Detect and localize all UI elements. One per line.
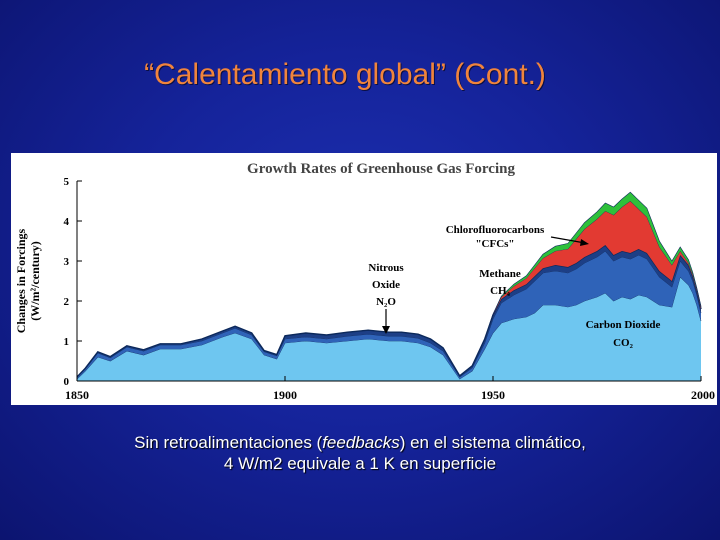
annotation-cfc-arrowhead: [580, 239, 589, 246]
y-tick-label: 0: [64, 376, 70, 388]
y-axis-label-line1: Changes in Forcings: [14, 228, 28, 333]
forcing-chart: Growth Rates of Greenhouse Gas Forcing 0…: [14, 161, 716, 402]
annotation-co2-line1: Carbon Dioxide: [586, 319, 661, 331]
caption-line-2: 4 W/m2 equivale a 1 K en superficie: [223, 454, 497, 473]
y-tick-label: 3: [64, 256, 70, 268]
slide-caption: Sin retroalimentaciones (feedbacks) en e…: [0, 432, 720, 474]
chart-panel: Growth Rates of Greenhouse Gas Forcing 0…: [11, 153, 717, 405]
caption-line-1-post: ) en el sistema climático,: [399, 433, 586, 452]
annotation-n2o-line2: Oxide: [372, 279, 400, 291]
annotation-co2: Carbon Dioxide CO₂: [586, 319, 661, 349]
area-ch4: [77, 251, 701, 379]
y-axis-label: Changes in Forcings (W/m²/century): [14, 228, 42, 333]
caption-line-1-pre: Sin retroalimentaciones (: [134, 433, 323, 452]
annotation-ch4: Methane CH₄: [479, 268, 521, 297]
y-tick-label: 1: [64, 336, 70, 348]
slide-title: “Calentamiento global” (Cont.): [144, 58, 546, 91]
x-tick-label: 2000: [691, 388, 715, 402]
y-tick-label: 4: [64, 216, 70, 228]
annotation-cfc-line1: Chlorofluorocarbons: [446, 224, 545, 236]
annotation-cfc: Chlorofluorocarbons "CFCs": [446, 224, 589, 250]
x-tick-label: 1900: [273, 388, 297, 402]
x-tick-label: 1850: [65, 388, 89, 402]
annotation-n2o-arrowhead: [382, 326, 390, 334]
annotation-ch4-line2: CH₄: [490, 285, 511, 297]
y-tick-label: 2: [64, 296, 70, 308]
annotation-n2o-line3: N₂O: [376, 296, 396, 308]
area-other-edge: [76, 191, 702, 378]
area-co2: [77, 277, 701, 381]
chart-title: Growth Rates of Greenhouse Gas Forcing: [247, 161, 515, 177]
annotation-n2o-line1: Nitrous: [368, 262, 404, 274]
tick-labels: 0 1 2 3 4 5 1850 1900 1950 2000: [64, 176, 716, 402]
stacked-areas: [76, 191, 702, 381]
x-tick-label: 1950: [481, 388, 505, 402]
chart-axes: [76, 181, 701, 382]
annotation-cfc-arrow: [550, 236, 586, 244]
annotation-cfc-line2: "CFCs": [475, 238, 514, 250]
y-axis-label-line2: (W/m²/century): [28, 241, 42, 321]
annotation-ch4-line1: Methane: [479, 268, 521, 280]
caption-line-1: Sin retroalimentaciones (feedbacks) en e…: [0, 432, 720, 453]
annotation-n2o: Nitrous Oxide N₂O: [368, 262, 404, 334]
y-tick-label: 5: [64, 176, 70, 188]
caption-line-1-em: feedbacks: [322, 433, 400, 452]
annotation-co2-line2: CO₂: [613, 337, 634, 349]
area-cfc: [77, 201, 701, 377]
